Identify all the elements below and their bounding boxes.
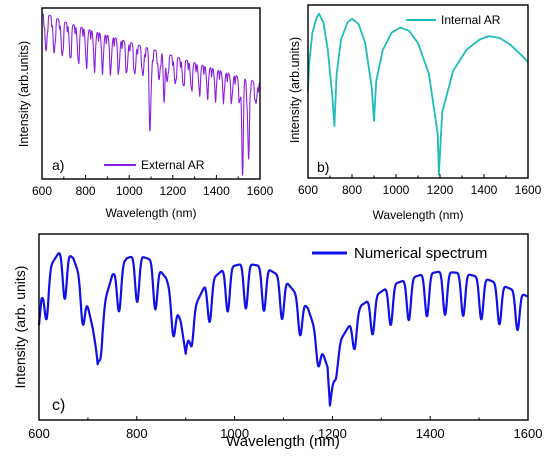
panel-a-x-tick-label: 1400 bbox=[203, 184, 230, 198]
panel-a-x-tick-label: 1000 bbox=[116, 184, 143, 198]
panel-b-x-ticks: 600 800 1000 1200 1400 1600 bbox=[298, 174, 542, 197]
panel-c-x-tick-label: 1000 bbox=[220, 426, 249, 441]
series-external-ar-line bbox=[41, 12, 261, 176]
panel-b-x-tick-label: 1600 bbox=[515, 183, 542, 197]
panel-a-legend-label: External AR bbox=[141, 158, 205, 172]
panel-c-y-axis-label: Intensity (arb. units) bbox=[12, 266, 28, 389]
panel-a-x-tick-label: 800 bbox=[76, 184, 96, 198]
panel-b-x-tick-label: 800 bbox=[342, 183, 362, 197]
panel-a-x-axis-label: Wavelength (nm) bbox=[106, 206, 197, 220]
panel-c: 600 800 1000 1200 1400 1600 Wavelength (nm) I… bbox=[12, 233, 542, 450]
panel-b-x-tick-label: 1400 bbox=[471, 183, 498, 197]
panel-b: 600 800 1000 1200 1400 1600 Wavelength (nm) I… bbox=[288, 4, 542, 222]
panel-b-frame bbox=[307, 4, 529, 179]
panel-a-x-tick-label: 1200 bbox=[159, 184, 186, 198]
series-numerical-spectrum-line bbox=[37, 252, 529, 407]
panel-c-label: c) bbox=[52, 397, 65, 414]
panel-b-x-tick-label: 1200 bbox=[427, 183, 454, 197]
panel-c-plot-area bbox=[37, 252, 529, 407]
panel-a: 600 800 1000 1200 1400 1600 Wavelength (nm) I… bbox=[17, 7, 274, 220]
panel-b-legend-label: Internal AR bbox=[441, 13, 501, 27]
panel-b-x-tick-label: 600 bbox=[298, 183, 318, 197]
panel-c-x-tick-label: 1600 bbox=[514, 426, 543, 441]
panel-b-y-axis-label: Intensity (arb.units) bbox=[288, 37, 302, 143]
panel-c-x-tick-label: 800 bbox=[126, 426, 148, 441]
panel-b-x-axis-label: Wavelength (nm) bbox=[373, 208, 464, 222]
panel-c-x-tick-label: 1200 bbox=[318, 426, 347, 441]
panel-c-x-tick-label: 600 bbox=[28, 426, 50, 441]
panel-b-label: b) bbox=[317, 159, 329, 175]
panel-a-plot-area bbox=[41, 12, 261, 176]
panel-a-y-axis-label: Intensity (arb.units) bbox=[17, 41, 31, 147]
panel-a-x-ticks: 600 800 1000 1200 1400 1600 bbox=[32, 175, 274, 198]
panel-a-x-tick-label: 1600 bbox=[247, 184, 274, 198]
panel-c-x-tick-label: 1400 bbox=[416, 426, 445, 441]
panel-c-legend-label: Numerical spectrum bbox=[354, 245, 487, 262]
panel-b-x-tick-label: 1000 bbox=[383, 183, 410, 197]
panel-b-plot-area bbox=[307, 12, 529, 176]
panel-a-label: a) bbox=[52, 157, 64, 173]
panel-c-x-axis-label: Wavelength (nm) bbox=[226, 433, 340, 450]
panel-c-x-ticks: 600 800 1000 1200 1400 1600 bbox=[28, 416, 542, 441]
series-internal-ar-line bbox=[307, 12, 529, 176]
panel-a-x-tick-label: 600 bbox=[32, 184, 52, 198]
